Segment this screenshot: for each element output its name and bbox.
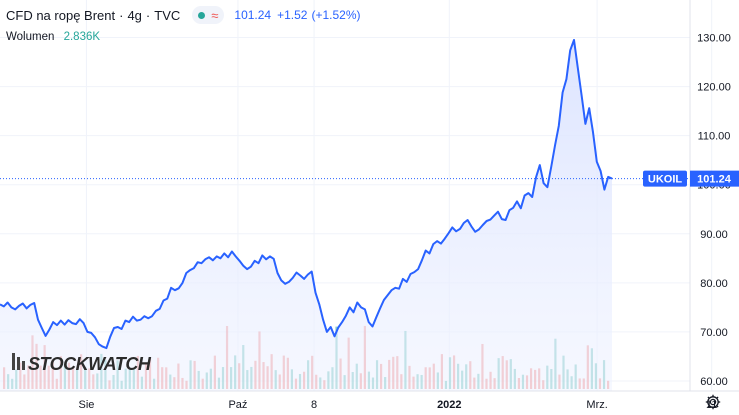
last-price-label-text: 101.24: [697, 174, 732, 186]
symbol-price-label: UKOIL: [643, 170, 687, 187]
gear-icon[interactable]: [704, 393, 722, 411]
volume-value: 2.836K: [63, 31, 101, 43]
last-price: 101.24: [234, 8, 272, 22]
x-tick-label: 11: [706, 399, 717, 411]
symbol-label-text: UKOIL: [648, 174, 683, 186]
volume-legend[interactable]: Wolumen 2.836K: [6, 31, 100, 43]
last-price-label: 101.24: [690, 170, 739, 187]
x-tick-label: Paź: [228, 399, 247, 411]
y-tick-label: 90.00: [700, 229, 728, 241]
market-status-dot-icon: [198, 11, 206, 19]
price-change: +1.52: [277, 8, 308, 22]
y-tick-label: 60.00: [700, 376, 728, 388]
x-tick-label: 8: [311, 399, 317, 411]
y-tick-label: 120.00: [697, 82, 731, 94]
x-tick-label: Mrz.: [586, 399, 607, 411]
y-tick-label: 110.00: [698, 131, 731, 143]
x-tick-label: 2022: [437, 399, 461, 411]
x-tick-label: Sie: [79, 399, 95, 411]
price-area-fill: [0, 40, 612, 391]
y-tick-label: 70.00: [700, 327, 728, 339]
symbol-header[interactable]: CFD na ropę Brent · 4g · TVC ≈ 101.24 +1…: [6, 6, 361, 24]
time-axis[interactable]: Sie Paź 8 2022 Mrz. 11: [79, 399, 718, 411]
separator-dot-2: ·: [145, 7, 151, 23]
y-tick-label: 80.00: [700, 278, 728, 290]
market-status-pill[interactable]: ≈: [192, 6, 225, 24]
symbol-name[interactable]: CFD na ropę Brent: [6, 7, 116, 23]
stockwatch-watermark: STOCKWATCH: [12, 353, 152, 374]
exchange-label: TVC: [154, 7, 181, 23]
watermark-text: STOCKWATCH: [28, 354, 152, 374]
price-change-pct: (+1.52%): [311, 8, 361, 22]
approx-icon: ≈: [211, 7, 219, 23]
interval-label[interactable]: 4g: [127, 7, 142, 23]
price-axis[interactable]: 60.0070.0080.0090.00100.00110.00120.0013…: [697, 33, 731, 389]
y-tick-label: 130.00: [697, 33, 731, 45]
separator-dot: ·: [119, 7, 124, 23]
price-line: [0, 39, 613, 350]
volume-label: Wolumen: [6, 31, 55, 43]
